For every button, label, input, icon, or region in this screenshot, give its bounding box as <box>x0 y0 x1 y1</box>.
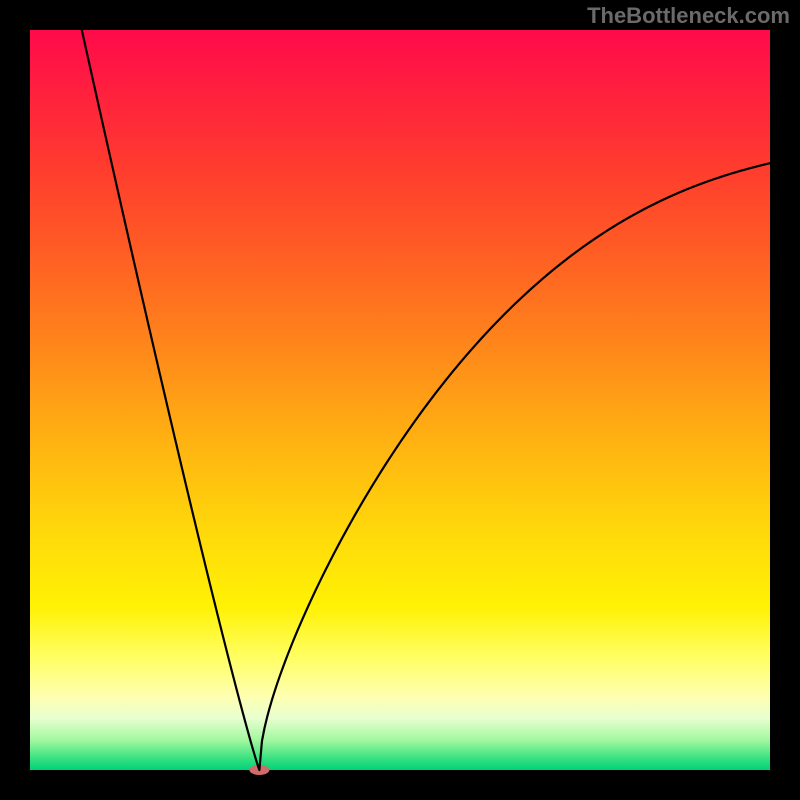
watermark-text: TheBottleneck.com <box>587 3 790 29</box>
chart-svg <box>0 0 800 800</box>
chart-container: TheBottleneck.com <box>0 0 800 800</box>
plot-background <box>30 30 770 770</box>
